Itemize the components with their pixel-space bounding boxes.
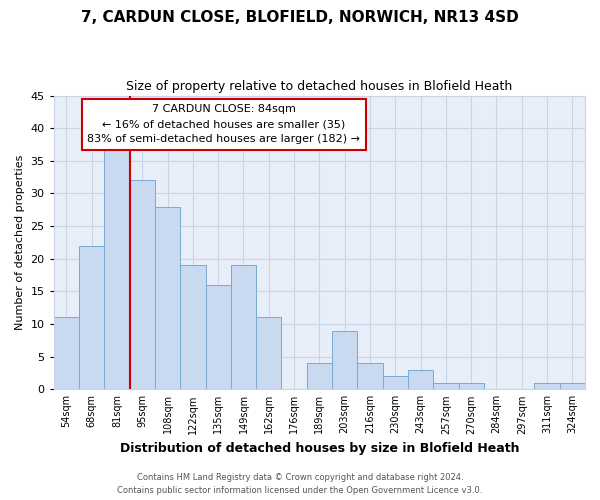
Title: Size of property relative to detached houses in Blofield Heath: Size of property relative to detached ho…	[126, 80, 512, 93]
Bar	[433, 383, 458, 390]
X-axis label: Distribution of detached houses by size in Blofield Heath: Distribution of detached houses by size …	[119, 442, 519, 455]
Bar	[104, 148, 130, 390]
Bar	[560, 383, 585, 390]
Bar	[206, 285, 231, 390]
Bar	[155, 206, 180, 390]
Bar	[130, 180, 155, 390]
Bar	[79, 246, 104, 390]
Bar	[231, 266, 256, 390]
Bar	[408, 370, 433, 390]
Text: 7 CARDUN CLOSE: 84sqm
← 16% of detached houses are smaller (35)
83% of semi-deta: 7 CARDUN CLOSE: 84sqm ← 16% of detached …	[87, 104, 360, 144]
Bar	[54, 318, 79, 390]
Text: 7, CARDUN CLOSE, BLOFIELD, NORWICH, NR13 4SD: 7, CARDUN CLOSE, BLOFIELD, NORWICH, NR13…	[81, 10, 519, 25]
Bar	[180, 266, 206, 390]
Text: Contains HM Land Registry data © Crown copyright and database right 2024.
Contai: Contains HM Land Registry data © Crown c…	[118, 474, 482, 495]
Bar	[535, 383, 560, 390]
Y-axis label: Number of detached properties: Number of detached properties	[15, 154, 25, 330]
Bar	[358, 363, 383, 390]
Bar	[332, 330, 358, 390]
Bar	[458, 383, 484, 390]
Bar	[307, 363, 332, 390]
Bar	[383, 376, 408, 390]
Bar	[256, 318, 281, 390]
